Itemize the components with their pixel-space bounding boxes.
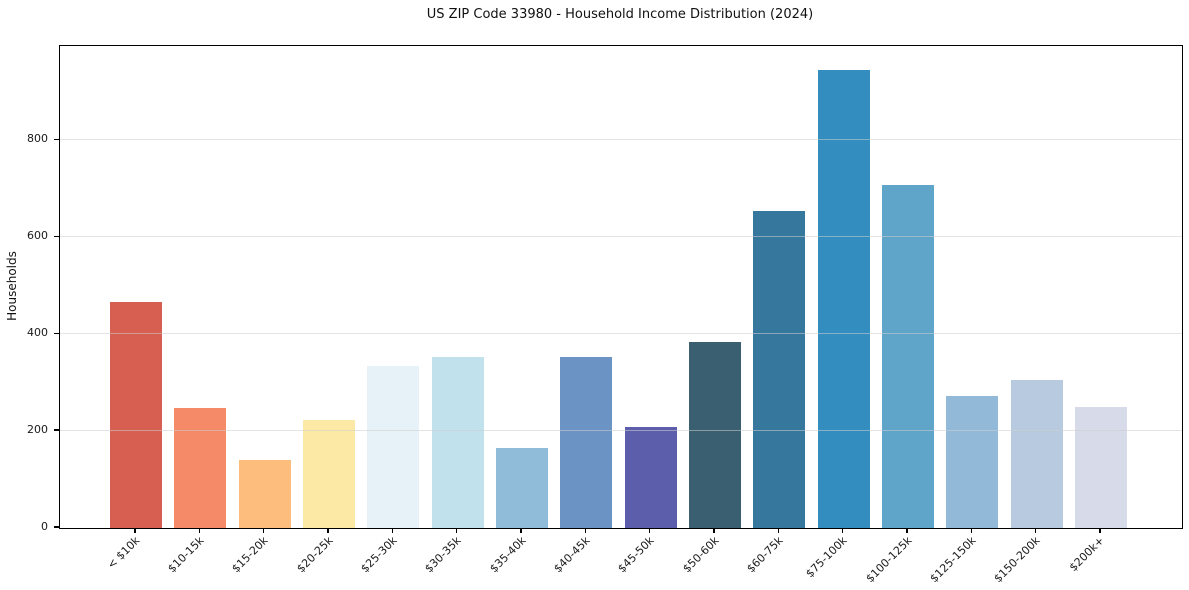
x-tick [262, 528, 265, 533]
bar [174, 408, 227, 528]
bar [753, 211, 806, 528]
x-tick-label: $45-50k [615, 534, 657, 576]
x-tick [906, 528, 908, 533]
x-tick [777, 528, 780, 533]
bar [109, 301, 162, 528]
x-tick [1034, 528, 1037, 533]
bar [817, 69, 870, 528]
x-tick-label: $75-100k [803, 534, 850, 581]
x-tick-label: $50-60k [679, 534, 722, 576]
chart-title: US ZIP Code 33980 - Household Income Dis… [426, 7, 814, 22]
x-tick-label: $35-40k [486, 534, 529, 576]
bar [367, 366, 420, 528]
x-tick-label: $100-125k [863, 534, 915, 586]
y-axis-label: Households [5, 251, 19, 321]
x-tick-label: $10-15k [165, 534, 207, 576]
gridline [60, 236, 1182, 238]
y-tick [54, 332, 59, 334]
x-tick [584, 528, 587, 533]
bar [946, 395, 999, 528]
y-tick-label: 200 [27, 423, 48, 437]
y-tick [54, 138, 59, 141]
x-tick-label: $25-30k [358, 534, 400, 576]
x-tick-label: $60-75k [744, 534, 786, 576]
x-tick-label: $200k+ [1067, 534, 1108, 575]
y-tick [54, 235, 59, 238]
x-tick [713, 528, 715, 533]
plot-area [59, 45, 1183, 529]
bar [1010, 380, 1063, 528]
bar [882, 185, 935, 528]
x-tick [841, 528, 844, 533]
x-tick [327, 528, 329, 533]
y-tick [54, 429, 59, 431]
y-tick-label: 0 [41, 520, 48, 533]
bar [624, 426, 677, 528]
x-tick-label: < $10k [104, 534, 143, 572]
x-tick [1099, 528, 1101, 533]
y-tick-label: 800 [27, 132, 48, 146]
gridline [60, 333, 1182, 335]
y-tick [54, 526, 59, 528]
x-tick [520, 528, 522, 533]
gridline [60, 139, 1182, 141]
x-tick [455, 528, 458, 533]
bar [689, 341, 741, 528]
x-tick [198, 528, 200, 533]
gridline [60, 430, 1182, 432]
x-tick [970, 528, 973, 533]
bar [238, 459, 291, 528]
bar [302, 419, 355, 528]
x-tick [391, 528, 393, 533]
bar [560, 357, 613, 528]
x-tick-label: $150-200k [991, 534, 1043, 586]
x-tick-label: $125-150k [927, 534, 979, 586]
bar [495, 447, 548, 528]
x-tick [134, 528, 136, 533]
y-tick-label: 600 [27, 229, 48, 243]
x-tick [648, 528, 651, 533]
x-tick-label: $40-45k [551, 534, 593, 576]
x-tick-label: $15-20k [229, 534, 271, 576]
x-tick-label: $20-25k [293, 534, 336, 576]
bar [1075, 407, 1128, 528]
bar [431, 356, 484, 528]
y-tick-label: 400 [27, 326, 48, 340]
x-tick-label: $30-35k [422, 534, 464, 576]
